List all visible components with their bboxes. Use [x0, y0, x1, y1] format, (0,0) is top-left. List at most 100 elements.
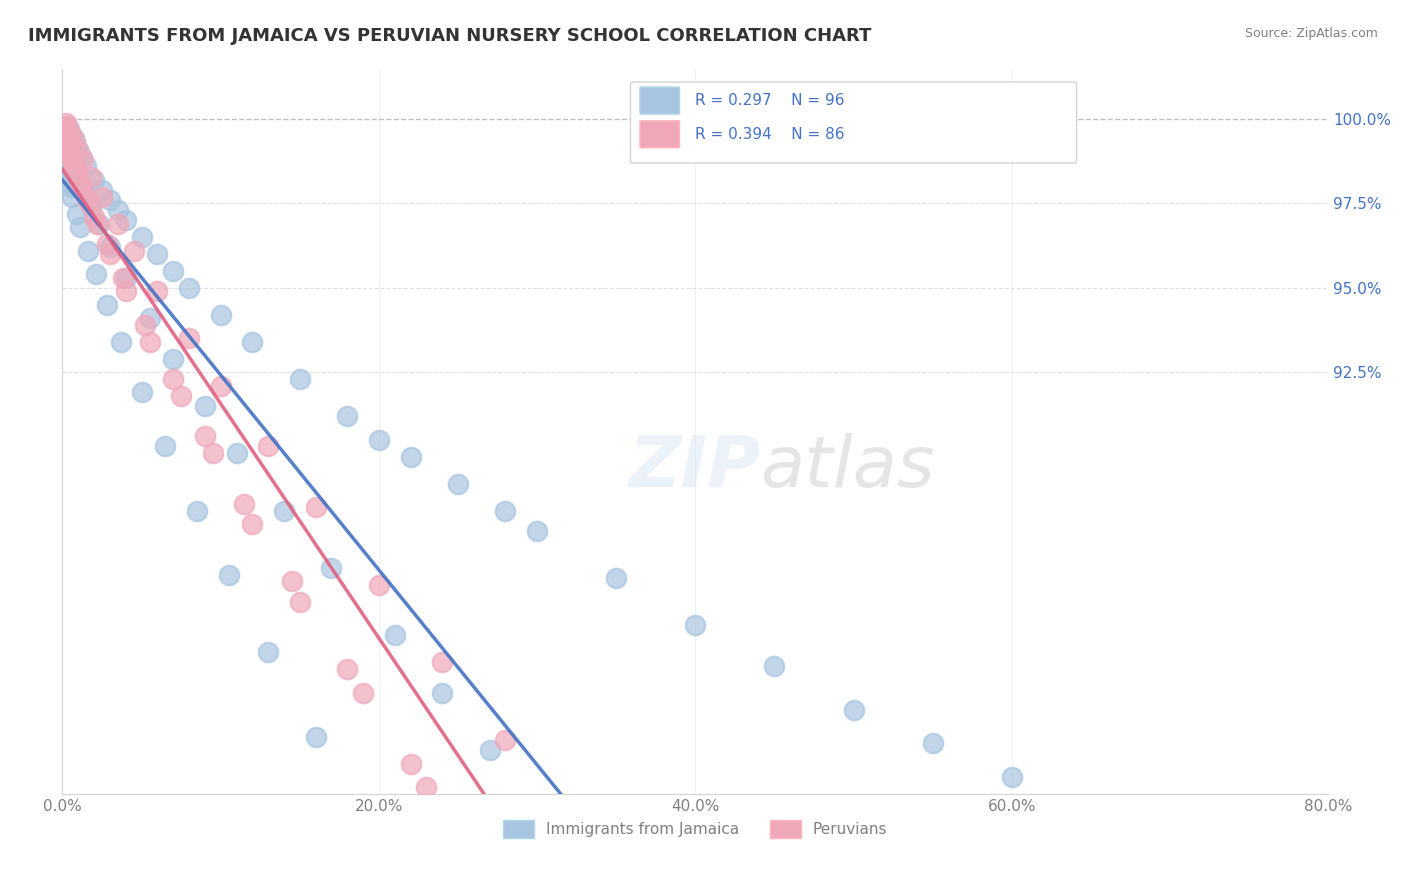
- Point: [58, 176, 80, 190]
- Point: [60, 179, 83, 194]
- Point: [56, 136, 79, 150]
- Point: [1159, 838, 1181, 852]
- Point: [558, 814, 581, 828]
- Point: [321, 561, 343, 575]
- Point: [84, 268, 107, 282]
- Point: [605, 571, 627, 585]
- Point: [91, 190, 114, 204]
- Point: [495, 503, 517, 517]
- Point: [66, 166, 89, 180]
- Point: [122, 244, 145, 258]
- Point: [447, 476, 470, 491]
- Point: [56, 119, 79, 133]
- Point: [842, 703, 865, 717]
- Text: R = 0.394    N = 86: R = 0.394 N = 86: [696, 127, 845, 142]
- Point: [209, 378, 232, 392]
- Point: [96, 298, 118, 312]
- Point: [53, 126, 76, 140]
- Point: [86, 217, 108, 231]
- Text: R = 0.297    N = 96: R = 0.297 N = 96: [696, 93, 845, 108]
- Point: [352, 686, 374, 700]
- Point: [70, 149, 93, 163]
- Point: [62, 132, 84, 146]
- Point: [186, 503, 208, 517]
- Point: [399, 450, 422, 464]
- Point: [107, 217, 129, 231]
- Point: [63, 136, 86, 150]
- Point: [66, 206, 89, 220]
- Point: [67, 169, 90, 184]
- Point: [96, 237, 118, 252]
- Point: [177, 281, 200, 295]
- Point: [134, 318, 156, 332]
- Point: [177, 331, 200, 345]
- Point: [288, 372, 311, 386]
- Text: atlas: atlas: [759, 433, 935, 502]
- Point: [79, 196, 101, 211]
- Point: [194, 399, 217, 413]
- Point: [138, 311, 160, 326]
- Point: [55, 132, 77, 146]
- Point: [72, 153, 94, 167]
- Point: [55, 115, 77, 129]
- Point: [75, 190, 97, 204]
- Point: [273, 503, 295, 517]
- FancyBboxPatch shape: [630, 82, 1077, 163]
- Point: [685, 618, 707, 632]
- Point: [69, 220, 91, 235]
- Point: [463, 851, 485, 865]
- Point: [59, 126, 82, 140]
- Point: [53, 139, 76, 153]
- Point: [60, 149, 83, 163]
- Point: [69, 176, 91, 190]
- Point: [432, 686, 454, 700]
- Point: [218, 567, 240, 582]
- Point: [63, 160, 86, 174]
- Point: [59, 145, 82, 160]
- Point: [240, 517, 263, 532]
- Point: [75, 160, 97, 174]
- Point: [304, 730, 326, 744]
- Point: [336, 409, 359, 423]
- Point: [155, 440, 177, 454]
- FancyBboxPatch shape: [640, 87, 679, 114]
- Point: [98, 240, 121, 254]
- Point: [162, 264, 184, 278]
- Point: [225, 446, 247, 460]
- Point: [240, 334, 263, 349]
- Point: [415, 780, 437, 795]
- Point: [526, 524, 548, 538]
- Point: [146, 284, 169, 298]
- Text: ZIP: ZIP: [630, 433, 762, 502]
- Point: [131, 385, 153, 400]
- Point: [62, 132, 84, 146]
- Point: [233, 497, 256, 511]
- Point: [62, 156, 84, 170]
- Point: [53, 122, 76, 136]
- Point: [201, 446, 224, 460]
- Point: [60, 153, 83, 167]
- Point: [53, 153, 76, 167]
- Point: [60, 190, 83, 204]
- Point: [58, 122, 80, 136]
- Point: [83, 210, 105, 224]
- Point: [257, 440, 280, 454]
- Point: [921, 736, 943, 750]
- Point: [114, 284, 136, 298]
- Point: [98, 193, 121, 207]
- Point: [131, 230, 153, 244]
- Point: [55, 149, 77, 163]
- Point: [80, 200, 103, 214]
- Point: [399, 756, 422, 771]
- Point: [558, 817, 581, 831]
- Point: [114, 270, 136, 285]
- Point: [110, 334, 132, 349]
- Point: [162, 351, 184, 366]
- Point: [138, 334, 160, 349]
- Text: Source: ZipAtlas.com: Source: ZipAtlas.com: [1244, 27, 1378, 40]
- Point: [59, 169, 82, 184]
- Point: [67, 143, 90, 157]
- Point: [107, 203, 129, 218]
- Point: [336, 662, 359, 676]
- Point: [288, 595, 311, 609]
